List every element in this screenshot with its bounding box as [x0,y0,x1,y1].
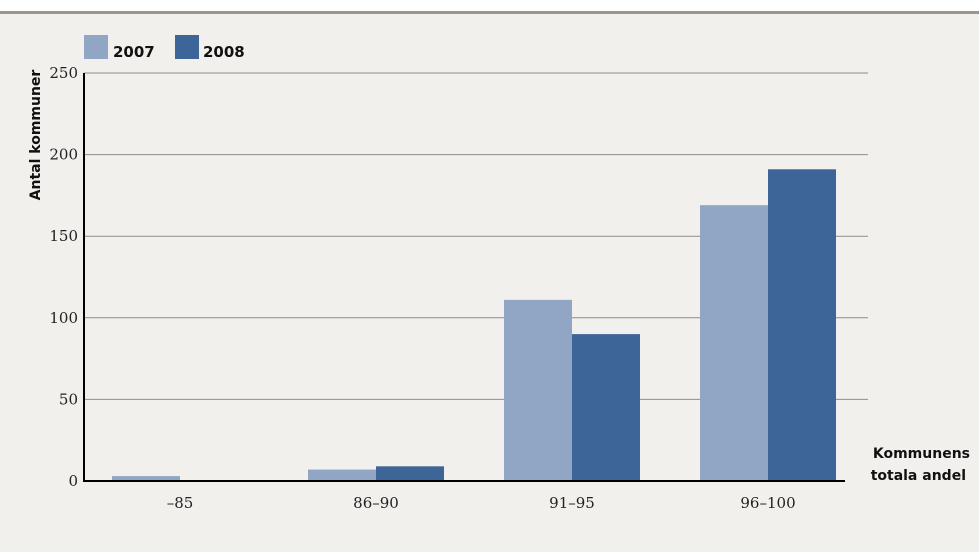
bar [572,334,640,481]
bar [112,476,180,481]
y-tick-label: 150 [49,227,78,245]
bars [112,169,836,481]
y-tick-label: 100 [49,309,78,327]
top-rule [0,11,979,14]
bar [504,299,572,481]
x-tick-label: 96–100 [740,494,795,512]
legend: 2007 2008 [84,35,245,61]
bar [308,469,376,481]
legend-label: 2007 [113,43,155,61]
legend-swatch [84,35,108,59]
x-tick-label: 91–95 [549,494,595,512]
bar [768,169,836,481]
x-tick-label: 86–90 [353,494,399,512]
bar [700,205,768,481]
y-tick-labels: 0 50 100 150 200 250 [49,64,78,490]
y-axis-title: Antal kommuner [28,70,44,201]
x-axis-title-line2: totala andel [871,468,966,484]
top-band [0,0,979,11]
y-tick-label: 250 [49,64,78,82]
axes [83,73,845,482]
x-axis-title-line1: Kommunens [873,446,970,462]
legend-label: 2008 [203,43,245,61]
y-tick-label: 0 [68,472,78,490]
y-tick-label: 50 [59,390,78,408]
bar [376,466,444,481]
y-tick-label: 200 [49,146,78,164]
legend-swatch [175,35,199,59]
x-tick-label: –85 [167,494,194,512]
x-tick-labels: –85 86–90 91–95 96–100 [167,494,796,512]
